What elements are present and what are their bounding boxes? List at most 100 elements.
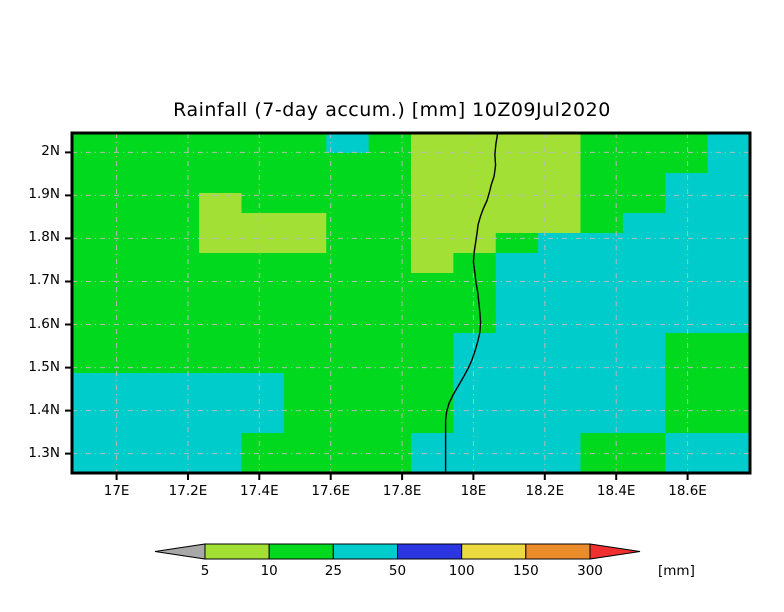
heatmap-cell (707, 413, 751, 434)
heatmap-cell (241, 153, 285, 174)
heatmap-cell (368, 453, 412, 474)
heatmap-cell (241, 373, 285, 394)
heatmap-cell (114, 253, 158, 274)
heatmap-cell (453, 453, 497, 474)
heatmap-cell (114, 233, 158, 254)
heatmap-cell (368, 373, 412, 394)
heatmap-cell (411, 333, 454, 354)
heatmap-cell (114, 433, 158, 454)
heatmap-cell (199, 293, 243, 314)
y-axis-tick-label: 1.6N (28, 315, 60, 332)
heatmap-cell (580, 293, 624, 314)
heatmap-cell (156, 153, 200, 174)
x-axis-tick-label: 18E (460, 483, 487, 499)
heatmap-cell (72, 413, 115, 434)
heatmap-cell (453, 153, 497, 174)
heatmap-cell (580, 233, 624, 254)
heatmap-cell (665, 293, 709, 314)
colorbar-tick-label: 300 (577, 563, 603, 579)
heatmap-cell (453, 313, 497, 334)
heatmap-cell (411, 193, 454, 214)
heatmap-cell (622, 293, 666, 314)
heatmap-cell (368, 333, 412, 354)
heatmap-cell (495, 233, 539, 254)
heatmap-cell (241, 133, 285, 154)
heatmap-cell (199, 273, 243, 294)
heatmap-cell (368, 273, 412, 294)
heatmap-cell (707, 233, 751, 254)
heatmap-cell (665, 233, 709, 254)
heatmap-cell (156, 333, 200, 354)
heatmap-cell (495, 413, 539, 434)
heatmap-cell (283, 413, 327, 434)
heatmap-cell (368, 153, 412, 174)
heatmap-cell (114, 133, 158, 154)
heatmap-cell (665, 333, 709, 354)
y-axis-tick-label: 1.3N (28, 444, 60, 461)
heatmap-cell (580, 413, 624, 434)
heatmap-cell (707, 253, 751, 274)
heatmap-cell (114, 373, 158, 394)
heatmap-cell (538, 133, 582, 154)
heatmap-cell (241, 333, 285, 354)
heatmap-cell (199, 313, 243, 334)
heatmap-cell (453, 273, 497, 294)
heatmap-cell (114, 413, 158, 434)
heatmap-cell (283, 273, 327, 294)
heatmap-cell (665, 153, 709, 174)
heatmap-cell (411, 273, 454, 294)
heatmap-cell (622, 433, 666, 454)
heatmap-cell (622, 133, 666, 154)
heatmap-cell (707, 393, 751, 414)
heatmap-cell (114, 313, 158, 334)
heatmap-cell (114, 453, 158, 474)
heatmap-cell (368, 213, 412, 234)
heatmap-cell (495, 253, 539, 274)
heatmap-cell (156, 273, 200, 294)
heatmap-cell (495, 153, 539, 174)
heatmap-cell (580, 393, 624, 414)
heatmap-cell (114, 353, 158, 374)
heatmap-cell (368, 253, 412, 274)
heatmap-cell (199, 333, 243, 354)
colorbar-segment (268, 543, 334, 560)
heatmap-cell (707, 293, 751, 314)
heatmap-cell (72, 333, 115, 354)
heatmap-cell (411, 373, 454, 394)
heatmap-cell (538, 193, 582, 214)
heatmap-cell (283, 313, 327, 334)
heatmap-cell (622, 393, 666, 414)
axis-ticks (65, 151, 689, 480)
heatmap-cell (495, 393, 539, 414)
heatmap-cell (72, 393, 115, 414)
heatmap-cell (411, 133, 454, 154)
heatmap-cell (114, 153, 158, 174)
plot-frame (70, 131, 752, 475)
colorbar-tick-label: 150 (512, 563, 539, 579)
heatmap-cell (453, 293, 497, 314)
heatmap-cell (283, 333, 327, 354)
heatmap-cell (199, 173, 243, 194)
heatmap-cell (368, 413, 412, 434)
heatmap-cell (326, 173, 370, 194)
heatmap-cell (538, 393, 582, 414)
heatmap-cell (283, 173, 327, 194)
heatmap-cell (622, 273, 666, 294)
heatmap-cell (411, 213, 454, 234)
heatmap-cell (283, 393, 327, 414)
y-axis-tick-label: 1.8N (28, 229, 60, 246)
heatmap-cell (72, 313, 115, 334)
heatmap-cell (72, 253, 115, 274)
colorbar (154, 543, 641, 560)
page-title: Rainfall (7-day accum.) [mm] 10Z09Jul202… (173, 99, 611, 121)
heatmap-cell (114, 293, 158, 314)
heatmap-cell (326, 253, 370, 274)
heatmap-cell (326, 393, 370, 414)
heatmap-cell (622, 193, 666, 214)
heatmap-cell (199, 413, 243, 434)
heatmap-cell (580, 333, 624, 354)
heatmap-cell (199, 193, 243, 214)
heatmap-cell (156, 193, 200, 214)
heatmap-cell (707, 453, 751, 474)
